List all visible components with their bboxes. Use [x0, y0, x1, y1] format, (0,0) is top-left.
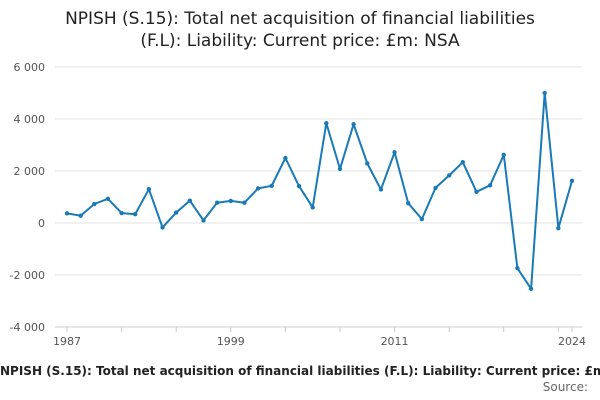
x-axis-tick-labels: 1987 1999 2011 2024: [53, 335, 586, 348]
data-point: [474, 189, 479, 194]
data-point: [378, 187, 384, 192]
data-point: [569, 178, 575, 184]
x-tick-label: 2011: [381, 335, 409, 348]
data-point: [419, 216, 425, 222]
data-point: [542, 90, 547, 96]
data-point: [92, 201, 97, 207]
data-points: [64, 90, 575, 291]
data-point: [283, 155, 288, 161]
data-point: [324, 120, 329, 126]
data-point: [433, 185, 438, 191]
data-point: [119, 210, 124, 216]
data-point: [269, 183, 274, 189]
data-point: [365, 161, 370, 166]
y-axis-tick-labels: -4 000 -2 000 0 2 000 4 000 6 000: [10, 61, 45, 334]
data-point: [406, 201, 411, 206]
x-tick-label: 2024: [558, 335, 586, 348]
data-point: [392, 150, 397, 155]
data-point: [515, 266, 520, 271]
data-point: [201, 218, 206, 223]
y-tick-label: 0: [38, 217, 45, 230]
data-point: [501, 152, 506, 158]
data-point: [460, 159, 466, 165]
series-line: [66, 92, 573, 290]
y-tick-label: 4 000: [14, 113, 46, 126]
data-point: [310, 205, 315, 210]
y-tick-label: 6 000: [14, 61, 46, 74]
x-tick-label: 1987: [53, 335, 81, 348]
data-point: [64, 211, 70, 216]
chart-title-line-1: NPISH (S.15): Total net acquisition of f…: [65, 9, 535, 29]
data-point: [296, 183, 302, 189]
chart-title-line-2: (F.L): Liability: Current price: £m: NSA: [140, 31, 460, 51]
series-polyline: [66, 92, 573, 290]
data-point: [446, 173, 452, 178]
data-point: [351, 122, 356, 127]
data-point: [337, 166, 343, 172]
data-point: [242, 200, 247, 205]
data-point: [528, 286, 534, 291]
y-tick-label: -2 000: [10, 269, 45, 282]
y-tick-label: -4 000: [10, 321, 45, 334]
data-point: [255, 186, 261, 191]
data-point: [228, 198, 233, 204]
x-axis: [55, 326, 582, 332]
bottom-caption: NPISH (S.15): Total net acquisition of f…: [0, 364, 600, 378]
y-tick-label: 2 000: [14, 165, 46, 178]
data-point: [78, 213, 83, 218]
chart-title: NPISH (S.15): Total net acquisition of f…: [0, 8, 600, 52]
grid-lines: [55, 66, 582, 328]
data-point: [160, 225, 165, 230]
data-point: [173, 210, 179, 215]
data-point: [214, 200, 220, 205]
data-point: [105, 196, 111, 202]
data-point: [133, 211, 138, 217]
data-point: [487, 183, 493, 188]
data-point: [187, 198, 193, 203]
data-point: [556, 226, 561, 231]
x-tick-label: 1999: [217, 335, 245, 348]
source-label: Source:: [542, 380, 588, 394]
data-point: [146, 187, 152, 192]
